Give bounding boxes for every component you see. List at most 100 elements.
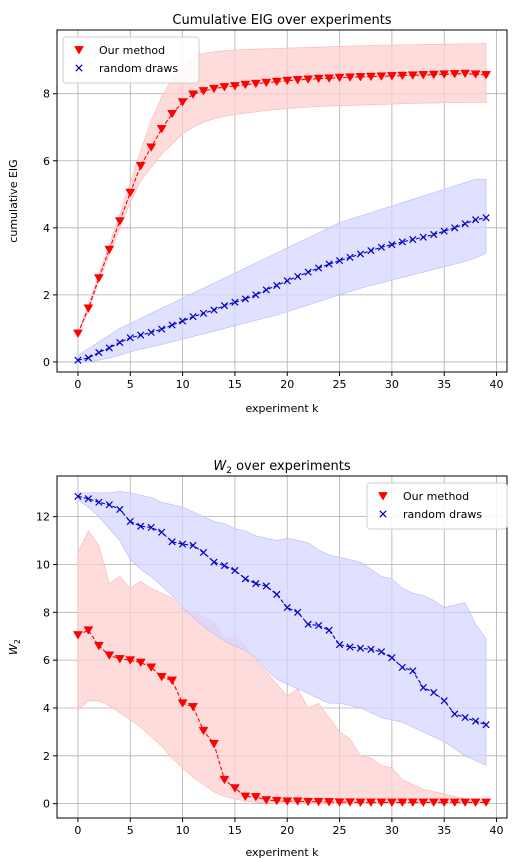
- data-point: [386, 798, 397, 807]
- data-point: [294, 608, 302, 616]
- data-point: [158, 528, 166, 536]
- data-point: [137, 331, 145, 339]
- data-point: [199, 309, 208, 317]
- data-point: [304, 268, 312, 276]
- data-point: [315, 621, 323, 630]
- data-point: [376, 798, 387, 807]
- data-point: [72, 631, 83, 640]
- data-point: [83, 304, 94, 313]
- x-tick-label: 0: [74, 824, 81, 837]
- confidence-band: [77, 491, 487, 766]
- data-point: [178, 317, 187, 325]
- legend-marker: [74, 46, 84, 55]
- data-point: [313, 797, 324, 807]
- data-point: [95, 348, 103, 357]
- y-tick-label: 4: [43, 702, 50, 715]
- data-point: [440, 697, 448, 705]
- data-point: [430, 230, 438, 239]
- data-point: [126, 517, 134, 526]
- y-tick-label: 6: [43, 654, 50, 667]
- data-point: [449, 70, 460, 79]
- data-point: [126, 334, 134, 342]
- chart-title: W2 over experiments: [213, 459, 351, 476]
- data-point: [210, 306, 218, 314]
- data-point: [481, 71, 492, 80]
- data-point: [377, 648, 386, 656]
- data-point: [147, 523, 155, 532]
- data-point: [177, 699, 188, 708]
- chart-cumulative-eig: 0 5 10 15 20 25 30 35 40 0 2 4 6 8 Cumulative EIG over…: [7, 13, 508, 415]
- data-point: [356, 644, 365, 652]
- data-point: [168, 321, 176, 329]
- data-point: [482, 214, 490, 222]
- x-tick-label: 15: [228, 378, 242, 391]
- data-point: [345, 798, 355, 807]
- data-point: [461, 220, 469, 228]
- data-point: [209, 740, 219, 749]
- x-tick-label: 10: [176, 824, 190, 837]
- data-point: [303, 797, 314, 807]
- data-point: [367, 246, 375, 255]
- data-point: [325, 260, 333, 268]
- legend-label: Our method: [99, 44, 165, 57]
- y-tick-label: 8: [43, 88, 50, 101]
- legend-box: [62, 36, 200, 84]
- data-point: [83, 626, 94, 635]
- data-point: [262, 286, 270, 294]
- data-point: [229, 82, 240, 91]
- data-point: [334, 798, 345, 807]
- y-axis-label: cumulative EIG: [7, 159, 20, 242]
- data-point: [219, 775, 230, 785]
- series-line: [77, 73, 487, 334]
- x-tick-label: 20: [280, 378, 294, 391]
- data-point: [398, 238, 406, 246]
- data-point: [271, 77, 282, 87]
- data-point: [482, 721, 490, 729]
- data-point: [135, 658, 146, 668]
- data-point: [177, 98, 188, 107]
- data-point: [355, 73, 366, 82]
- data-point: [220, 562, 229, 570]
- data-point: [449, 798, 460, 807]
- data-point: [428, 798, 439, 807]
- data-point: [409, 235, 417, 244]
- data-point: [137, 522, 145, 530]
- data-point: [252, 579, 260, 588]
- data-point: [167, 109, 178, 119]
- data-point: [325, 626, 333, 634]
- data-point: [209, 84, 219, 94]
- data-point: [335, 640, 344, 649]
- data-point: [116, 505, 124, 514]
- data-point: [283, 277, 291, 285]
- legend-marker: [379, 510, 387, 518]
- plot-frame: [56, 29, 508, 373]
- x-tick-label: 0: [74, 378, 81, 391]
- y-tick-label: 2: [43, 289, 50, 302]
- data-point: [481, 798, 492, 807]
- x-tick-label: 10: [176, 378, 190, 391]
- data-point: [240, 80, 251, 90]
- data-point: [334, 73, 345, 83]
- x-axis-label: experiment k: [245, 846, 319, 858]
- data-point: [470, 70, 481, 79]
- legend-label: random draws: [403, 508, 482, 521]
- data-point: [460, 798, 471, 807]
- data-point: [146, 143, 157, 152]
- y-tick-label: 10: [36, 558, 50, 571]
- data-point: [84, 495, 93, 503]
- data-point: [388, 654, 396, 662]
- confidence-band: [77, 178, 487, 363]
- data-point: [168, 538, 176, 546]
- data-point: [292, 76, 303, 85]
- data-point: [451, 710, 459, 718]
- y-tick-label: 6: [43, 155, 50, 168]
- data-point: [114, 217, 125, 226]
- data-point: [105, 344, 113, 352]
- data-point: [74, 356, 82, 364]
- data-point: [229, 784, 240, 793]
- data-point: [324, 798, 335, 807]
- data-point: [105, 501, 113, 509]
- data-point: [231, 298, 239, 306]
- data-point: [188, 90, 198, 99]
- data-point: [470, 798, 481, 807]
